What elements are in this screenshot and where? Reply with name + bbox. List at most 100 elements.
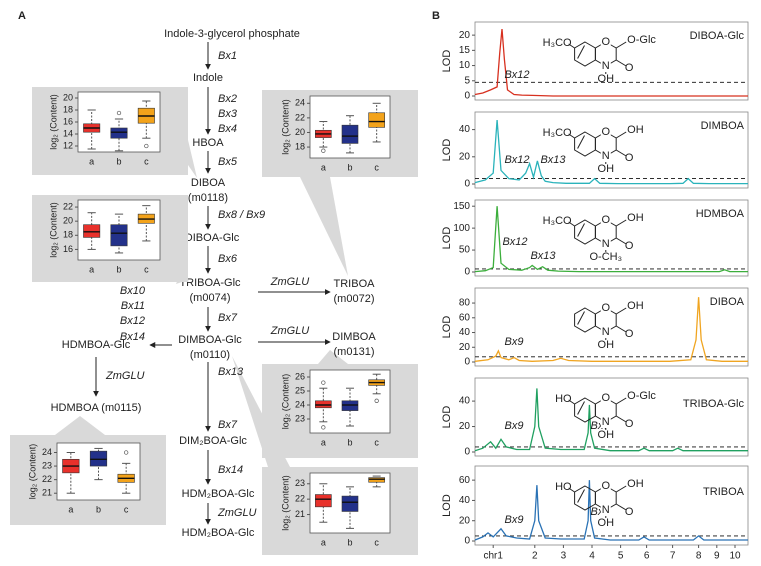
compound-name: DIBOA xyxy=(710,296,745,308)
atom-label: N xyxy=(602,150,610,162)
pathway-node: HDMBOA (m0115) xyxy=(51,402,142,414)
atom-label: O xyxy=(625,152,634,164)
atom-background xyxy=(600,392,611,404)
atom-label: N xyxy=(602,60,610,72)
qtl-label: Bx13 xyxy=(530,250,556,262)
pathway-node: DIM₂BOA-Glc xyxy=(179,435,247,447)
bond xyxy=(568,487,575,493)
lod-curve xyxy=(474,120,748,185)
box xyxy=(110,127,128,139)
enzyme-label: Bx14 xyxy=(218,464,243,476)
plot-area xyxy=(474,21,749,101)
y-axis-label: log₂ (Content) xyxy=(280,99,290,155)
y-tick-label: 40 xyxy=(459,124,471,135)
y-axis-label: log₂ (Content) xyxy=(48,94,58,150)
y-tick-label: 23 xyxy=(42,460,52,470)
atom-label: H₃CO xyxy=(543,37,572,49)
atom-background xyxy=(600,326,611,338)
pathway-node: HDM₂BOA-Glc xyxy=(182,527,255,539)
y-tick-label: 16 xyxy=(63,116,73,126)
x-tick-label: c xyxy=(124,504,129,514)
outlier xyxy=(374,398,379,403)
atom-label: O xyxy=(602,302,611,314)
x-tick-label: a xyxy=(89,156,94,166)
y-tick-label: 22 xyxy=(63,201,73,211)
structure: H₃CO O OHN OO-CH₃ xyxy=(543,212,644,263)
y-axis-label: LOD xyxy=(441,139,453,162)
atom-background xyxy=(600,36,611,48)
x-tick-label: c xyxy=(374,437,379,447)
y-tick-label: 40 xyxy=(459,495,471,506)
bond xyxy=(577,489,585,503)
pathway-node: DIBOA-Glc xyxy=(185,232,240,244)
pathway-node: HDM₂BOA-Glc xyxy=(182,488,255,500)
y-tick-label: 23 xyxy=(295,413,305,423)
y-tick-label: 0 xyxy=(464,357,470,368)
y-tick-label: 12 xyxy=(63,140,73,150)
structure: HO O OHN OOH xyxy=(555,478,644,529)
pathway-node: HDMBOA-Glc xyxy=(62,339,131,351)
atom-label: N xyxy=(602,326,610,338)
bond xyxy=(615,325,627,333)
enzyme-label: Bx7 xyxy=(218,419,238,431)
enzyme-label: Bx7 xyxy=(218,312,238,324)
box xyxy=(341,124,359,144)
x-tick-label: b xyxy=(96,504,101,514)
atom-label: O-Glc xyxy=(627,34,656,46)
bond xyxy=(568,133,575,139)
qtl-label: Bx12 xyxy=(504,154,529,166)
bond xyxy=(615,41,627,49)
x-tick-label: 7 xyxy=(670,551,676,562)
lod-curve xyxy=(474,388,748,452)
pathway-node-id: (m0131) xyxy=(334,346,375,358)
atom-background xyxy=(600,60,611,72)
y-tick-label: 20 xyxy=(459,342,471,353)
y-axis-label: log₂ (Content) xyxy=(48,202,58,258)
enzyme-label: Bx8 / Bx9 xyxy=(218,209,265,221)
qtl-label: Bx9 xyxy=(505,336,524,348)
outlier xyxy=(116,110,122,116)
y-tick-label: 40 xyxy=(459,327,471,338)
enzyme-label: Bx2 xyxy=(218,93,237,105)
enzyme-label: Bx13 xyxy=(218,366,244,378)
y-axis-label: LOD xyxy=(441,227,453,250)
lod-curve xyxy=(474,480,748,541)
outlier xyxy=(124,450,129,455)
atom-label: OH xyxy=(627,212,644,224)
x-tick-label: chr1 xyxy=(483,551,503,562)
atom-background xyxy=(600,150,611,162)
pathway-node: TRIBOA-Glc xyxy=(179,277,241,289)
y-tick-label: 0 xyxy=(464,447,470,458)
atom-label: O xyxy=(602,126,611,138)
atom-background xyxy=(600,214,611,226)
bond xyxy=(615,307,627,315)
enzyme-label: Bx12 xyxy=(120,315,145,327)
y-tick-label: 16 xyxy=(63,244,73,254)
outlier xyxy=(321,380,326,385)
atom-label: O xyxy=(602,480,611,492)
qtl-label: Bx9 xyxy=(505,420,524,432)
y-tick-label: 22 xyxy=(295,112,305,122)
bond xyxy=(615,59,627,67)
atom-background xyxy=(600,238,611,250)
pathway-node: DIBOA xyxy=(191,177,226,189)
atom-label: O xyxy=(625,240,634,252)
enzyme-label: ZmGLU xyxy=(270,276,310,288)
y-tick-label: 0 xyxy=(464,179,470,190)
atom-label: OH xyxy=(598,517,615,529)
atom-background xyxy=(600,504,611,516)
box xyxy=(368,112,385,128)
lod-curve xyxy=(474,28,748,97)
qtl-label: Bx9 xyxy=(505,514,524,526)
x-tick-label: 8 xyxy=(696,551,702,562)
compound-name: HDMBOA xyxy=(696,208,745,220)
y-tick-label: 150 xyxy=(453,201,470,212)
y-tick-label: 40 xyxy=(459,396,471,407)
bond xyxy=(577,311,585,325)
atom-background xyxy=(600,416,611,428)
bond xyxy=(568,43,575,49)
pathway-node: Indole xyxy=(193,72,223,84)
bond xyxy=(615,149,627,157)
atom-label: N xyxy=(602,416,610,428)
